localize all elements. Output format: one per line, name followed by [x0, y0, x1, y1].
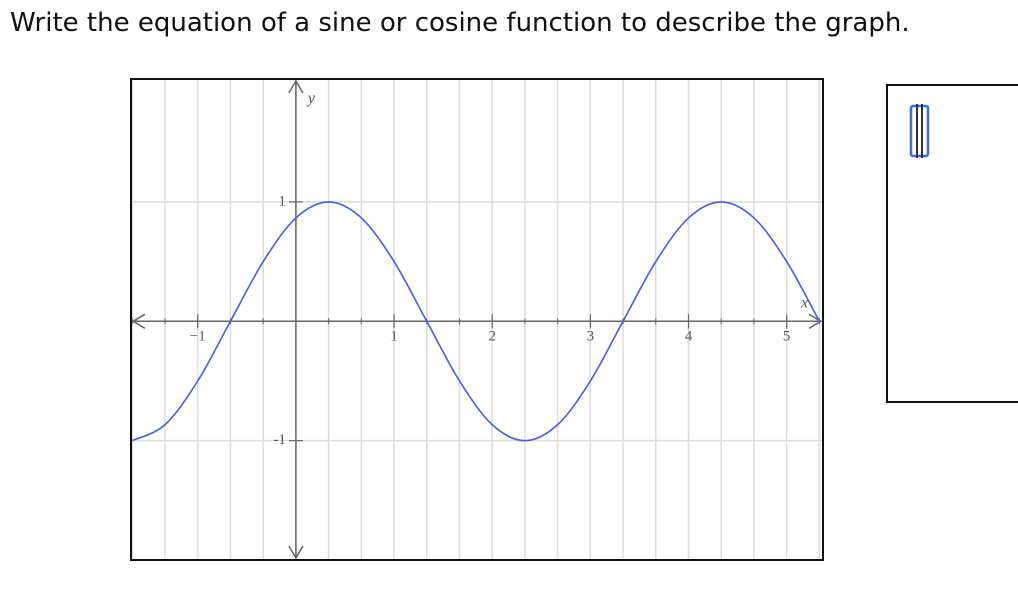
graph-border [130, 78, 824, 561]
x-tick-label: 4 [685, 329, 693, 345]
x-tick-label: 2 [488, 329, 496, 345]
x-tick-label: 3 [587, 329, 595, 345]
x-axis-arrow [131, 313, 823, 329]
x-tick-label: 1 [390, 329, 398, 345]
y-tick-label: -1 [273, 432, 286, 448]
y-axis-arrow [288, 79, 304, 560]
x-tick-label: −1 [190, 329, 206, 345]
y-axis-label: y [306, 90, 316, 107]
input-icon[interactable] [909, 104, 930, 158]
curve [131, 201, 821, 442]
x-axis-label: x [800, 294, 808, 311]
question: Write the equation of a sine or cosine f… [10, 8, 910, 38]
graph-frame [131, 79, 823, 560]
y-tick-label: 1 [278, 193, 286, 209]
x-tick-label: 5 [783, 329, 791, 345]
answer-box[interactable] [886, 84, 1018, 403]
